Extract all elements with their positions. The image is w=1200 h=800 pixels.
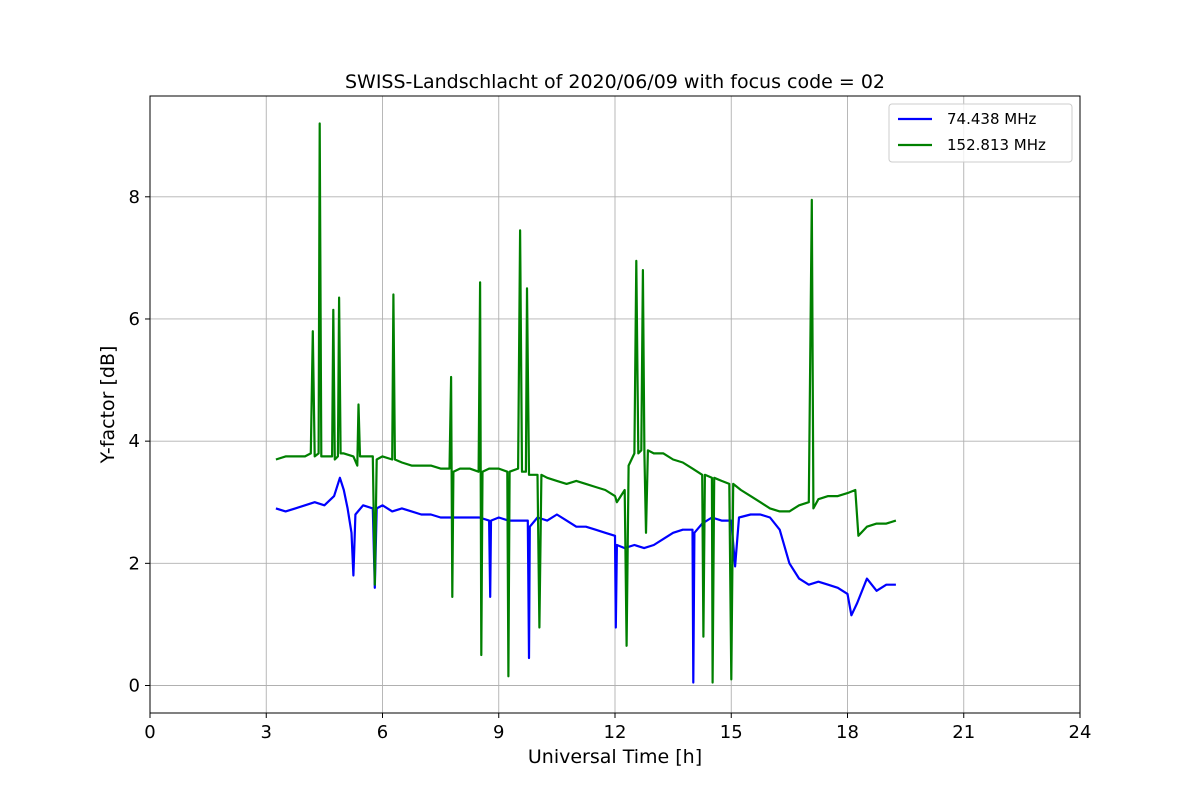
x-tick-label: 9 xyxy=(493,722,504,743)
legend-box xyxy=(888,103,1073,163)
y-tick-label: 4 xyxy=(129,431,140,452)
legend-label-0: 74.438 MHz xyxy=(947,110,1036,128)
y-tick-label: 6 xyxy=(129,309,140,330)
x-tick-label: 3 xyxy=(261,722,272,743)
x-tick-label: 21 xyxy=(952,722,975,743)
x-tick-label: 12 xyxy=(604,722,627,743)
x-tick-label: 6 xyxy=(377,722,388,743)
y-tick-label: 8 xyxy=(129,187,140,208)
series-line-1 xyxy=(275,122,897,684)
x-tick-label: 18 xyxy=(836,722,859,743)
legend: 74.438 MHz 152.813 MHz xyxy=(888,103,1073,163)
y-tick-label: 0 xyxy=(129,676,140,697)
x-tick-label: 15 xyxy=(720,722,743,743)
x-axis-label: Universal Time [h] xyxy=(528,746,702,768)
chart-title: SWISS-Landschlacht of 2020/06/09 with fo… xyxy=(345,71,885,93)
y-axis-label: Y-factor [dB] xyxy=(97,346,119,465)
y-tick-label: 2 xyxy=(129,553,140,574)
x-tick-label: 0 xyxy=(144,722,155,743)
series-lines xyxy=(275,122,897,684)
legend-label-1: 152.813 MHz xyxy=(947,136,1046,154)
grid xyxy=(149,96,1081,713)
x-tick-label: 24 xyxy=(1069,722,1092,743)
series-line-0 xyxy=(275,476,896,684)
